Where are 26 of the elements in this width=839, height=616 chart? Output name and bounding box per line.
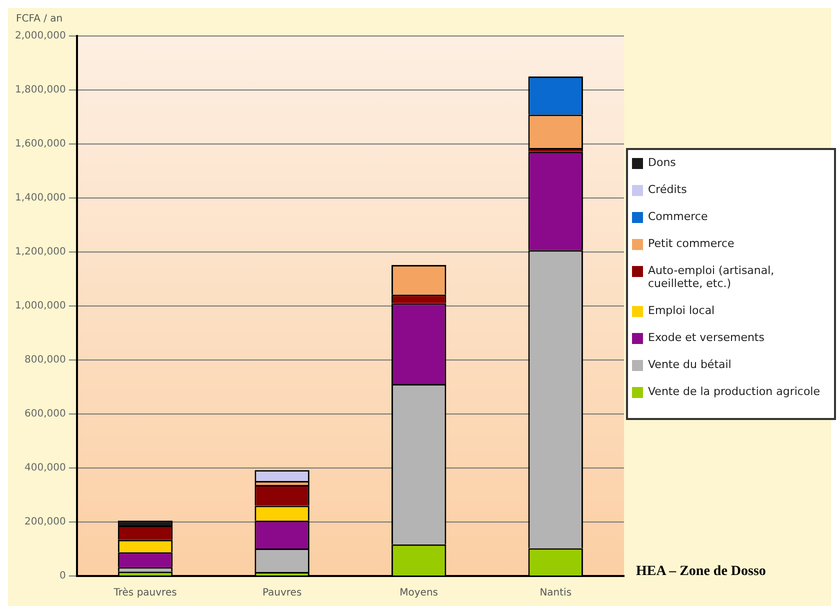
x-tick-label: Nantis — [540, 588, 572, 599]
x-tick-label: Pauvres — [262, 588, 302, 599]
text: HEA – Zone de Dosso — [636, 564, 766, 580]
y-tick-label: 1,200,000 — [14, 246, 66, 258]
y-axis-title: FCFA / an — [16, 14, 63, 25]
legend-label: Auto-emploi (artisanal, cueillette, etc.) — [648, 264, 776, 290]
y-tick-label: 600,000 — [24, 408, 66, 420]
legend-label: Dons — [648, 156, 676, 169]
legend-label: Vente de la production agricole — [648, 385, 820, 398]
y-tick-label: 1,600,000 — [14, 138, 66, 150]
legend-label: Commerce — [648, 210, 708, 223]
legend-label: Vente du bétail — [648, 358, 732, 371]
legend-label: Petit commerce — [648, 237, 734, 250]
legend-label: Crédits — [648, 183, 687, 196]
y-tick-label: 400,000 — [24, 462, 66, 474]
x-tick-label: Très pauvres — [112, 588, 177, 599]
y-tick-label: 0 — [60, 570, 66, 582]
y-tick-label: 200,000 — [24, 516, 66, 528]
x-tick-label: Moyens — [400, 588, 438, 599]
y-tick-label: 1,800,000 — [14, 84, 66, 96]
y-tick-label: 1,000,000 — [14, 300, 66, 312]
legend-label: Exode et versements — [648, 331, 764, 344]
legend-label: Emploi local — [648, 304, 715, 317]
y-tick-label: 800,000 — [24, 354, 66, 366]
y-tick-label: 1,400,000 — [14, 192, 66, 204]
y-tick-label: 2,000,000 — [14, 30, 66, 42]
